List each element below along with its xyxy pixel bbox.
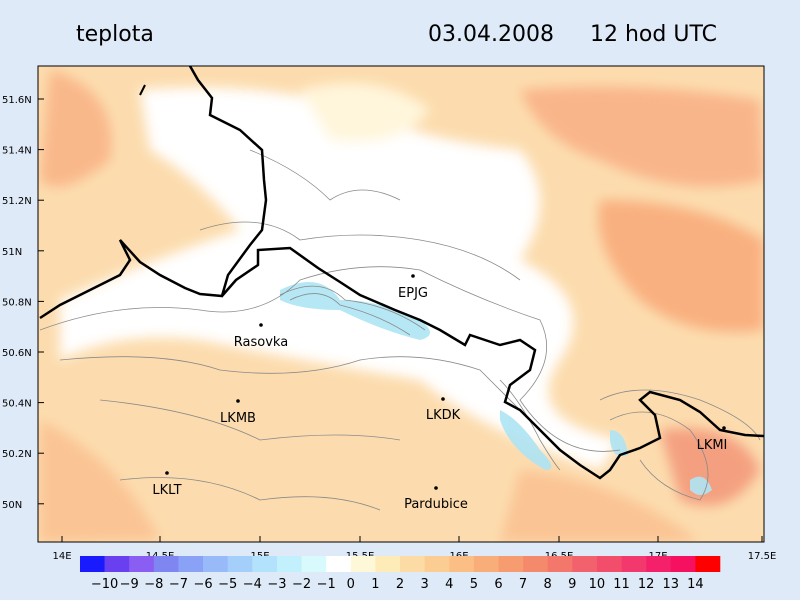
legend-swatch xyxy=(80,556,105,572)
lat-label: 50.4N xyxy=(2,399,32,410)
legend-label: −10 xyxy=(91,577,118,592)
lat-label: 50.2N xyxy=(2,449,32,460)
legend-swatch xyxy=(375,556,401,572)
station-dot xyxy=(441,397,445,401)
legend-swatch xyxy=(104,556,130,572)
legend-swatch xyxy=(523,556,548,572)
legend-swatch xyxy=(498,556,524,572)
station-dot xyxy=(434,486,438,490)
legend-label: −3 xyxy=(267,577,286,592)
legend-label: 3 xyxy=(420,577,428,592)
legend-label: −7 xyxy=(169,577,188,592)
legend-swatch xyxy=(252,556,278,572)
legend-swatch xyxy=(646,556,672,572)
legend-swatch xyxy=(153,556,179,572)
legend-swatch xyxy=(227,556,253,572)
legend-label: 14 xyxy=(687,577,704,592)
lat-label: 51.2N xyxy=(2,196,32,207)
lon-label: 17.5E xyxy=(748,551,777,562)
legend-swatch xyxy=(473,556,499,572)
legend-swatch xyxy=(547,556,573,572)
legend-label: −1 xyxy=(317,577,336,592)
legend-label: 12 xyxy=(638,577,655,592)
legend-label: 4 xyxy=(445,577,453,592)
station-dot xyxy=(259,323,263,327)
legend-swatch xyxy=(621,556,647,572)
lat-label: 51.6N xyxy=(2,95,32,106)
station-label: Rasovka xyxy=(234,335,288,350)
date: 03.04.2008 xyxy=(428,22,554,47)
legend-swatch xyxy=(572,556,598,572)
legend-label: 0 xyxy=(347,577,355,592)
legend-label: 1 xyxy=(371,577,379,592)
legend-label: −8 xyxy=(144,577,163,592)
station-dot xyxy=(411,274,415,278)
lat-label: 50N xyxy=(2,500,22,511)
station-label: LKLT xyxy=(152,483,181,498)
legend-label: 8 xyxy=(544,577,552,592)
lat-label: 51N xyxy=(2,247,22,258)
legend-swatch xyxy=(400,556,425,572)
legend-label: −6 xyxy=(193,577,212,592)
legend-label: −9 xyxy=(120,577,139,592)
station-label: LKMI xyxy=(697,438,728,453)
legend-swatch xyxy=(424,556,450,572)
legend-swatch xyxy=(449,556,475,572)
station-label: Pardubice xyxy=(404,497,468,512)
station-label: LKMB xyxy=(220,411,256,426)
legend-swatch xyxy=(301,556,327,572)
legend-swatch xyxy=(670,556,696,572)
legend-swatch xyxy=(695,556,721,572)
legend-swatch xyxy=(326,556,352,572)
legend-label: 2 xyxy=(396,577,404,592)
legend-label: −5 xyxy=(218,577,237,592)
legend-swatch xyxy=(203,556,228,572)
lat-label: 50.8N xyxy=(2,297,32,308)
station-dot xyxy=(236,399,240,403)
legend-label: 10 xyxy=(589,577,606,592)
legend-swatch xyxy=(178,556,204,572)
title: teplota xyxy=(76,22,154,47)
station-dot xyxy=(165,471,169,475)
legend-label: 5 xyxy=(470,577,478,592)
legend-swatch xyxy=(276,556,302,572)
station-label: LKDK xyxy=(426,408,461,423)
legend-label: 9 xyxy=(568,577,576,592)
lon-label: 14E xyxy=(52,551,71,562)
legend-label: 6 xyxy=(494,577,502,592)
legend-swatch xyxy=(596,556,622,572)
legend-label: 11 xyxy=(613,577,630,592)
legend-swatch xyxy=(129,556,155,572)
map-frame xyxy=(37,65,765,543)
station-dot xyxy=(722,426,726,430)
legend-swatch xyxy=(350,556,376,572)
legend-label: −4 xyxy=(243,577,262,592)
lat-label: 51.4N xyxy=(2,146,32,157)
lat-label: 50.6N xyxy=(2,348,32,359)
time: 12 hod UTC xyxy=(590,22,717,47)
legend-label: −2 xyxy=(292,577,311,592)
legend-label: 13 xyxy=(662,577,679,592)
station-label: EPJG xyxy=(398,286,428,301)
legend-label: 7 xyxy=(519,577,527,592)
map-field xyxy=(38,66,764,542)
